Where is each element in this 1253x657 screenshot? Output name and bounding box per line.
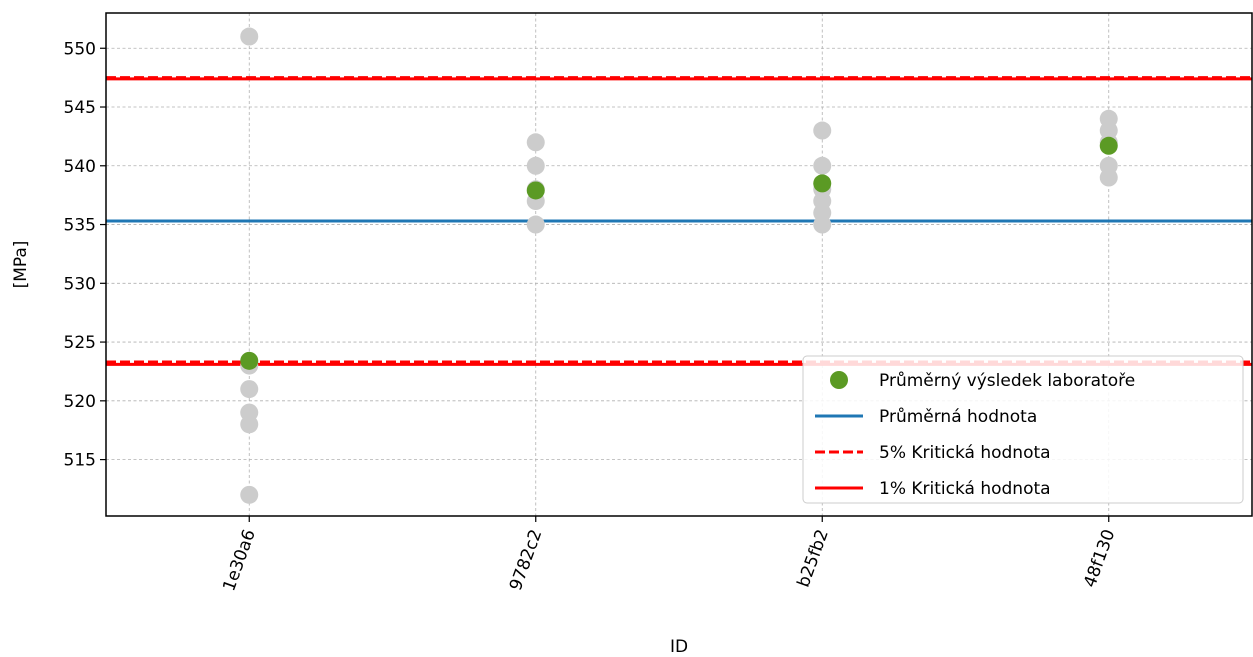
legend-label: 5% Kritická hodnota [879, 443, 1051, 463]
reference-lines [106, 76, 1252, 366]
x-axis-label: ID [670, 637, 688, 657]
legend: Průměrný výsledek laboratoře Průměrná hod… [802, 355, 1244, 504]
y-tick-label: 525 [64, 333, 96, 353]
x-tick-label: 48f130 [1080, 527, 1119, 590]
lab-mean-point [240, 351, 259, 370]
lab-mean-point [1099, 136, 1118, 155]
y-tick-label: 535 [64, 216, 96, 236]
legend-box [802, 355, 1244, 504]
individual-result-point [1099, 168, 1118, 187]
y-axis-ticks: 515 520 525 530 535 540 545 550 [64, 39, 106, 471]
individual-result-point [240, 380, 259, 399]
individual-result-point [813, 121, 832, 140]
lab-mean-point [526, 181, 545, 200]
x-tick-label: 1e30a6 [219, 527, 260, 594]
individual-result-point [813, 215, 832, 234]
y-tick-label: 515 [64, 451, 96, 471]
x-axis-ticks: 1e30a6 9782c2 b25fb2 48f130 [219, 516, 1119, 594]
legend-label: Průměrná hodnota [879, 407, 1037, 427]
y-tick-label: 530 [64, 274, 96, 294]
individual-result-point [526, 156, 545, 175]
y-axis-label: [MPa] [11, 241, 31, 289]
y-tick-label: 520 [64, 392, 96, 412]
individual-result-point [240, 27, 259, 46]
x-tick-label: b25fb2 [794, 527, 833, 590]
individual-result-point [813, 156, 832, 175]
y-tick-label: 550 [64, 39, 96, 59]
legend-label: 1% Kritická hodnota [879, 479, 1051, 499]
x-tick-label: 9782c2 [506, 527, 546, 593]
individual-result-point [526, 133, 545, 152]
individual-result-point [526, 215, 545, 234]
data-points [240, 27, 1118, 504]
legend-label: Průměrný výsledek laboratoře [879, 371, 1135, 391]
individual-result-point [240, 415, 259, 434]
plot-frame [105, 12, 1253, 517]
individual-result-point [240, 485, 259, 504]
legend-marker-icon [830, 371, 848, 389]
lab-mean-point [813, 174, 832, 193]
y-tick-label: 540 [64, 157, 96, 177]
y-tick-label: 545 [64, 98, 96, 118]
